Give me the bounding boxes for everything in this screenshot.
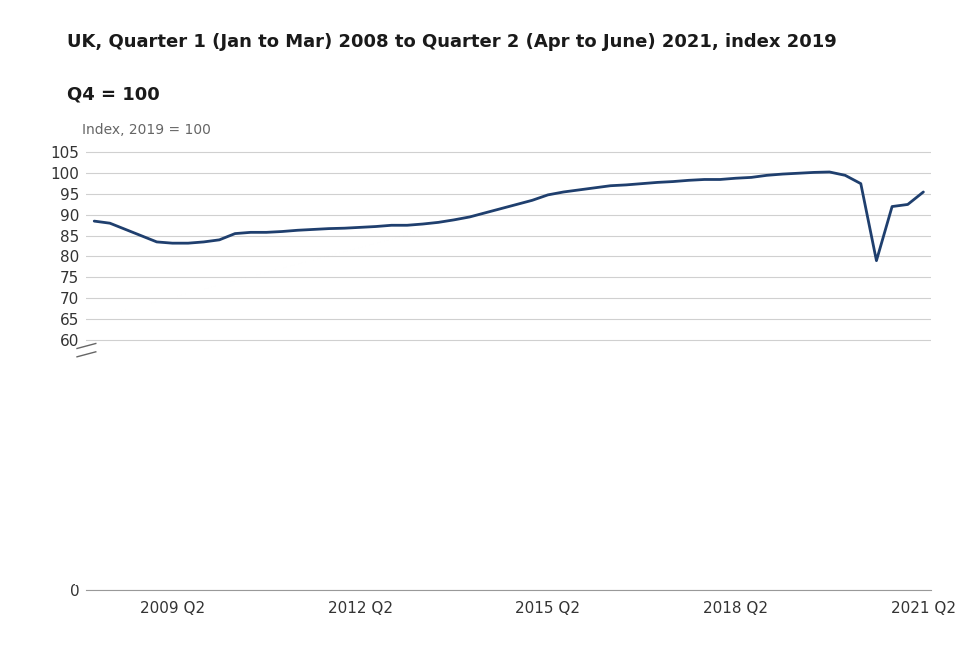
Text: Q4 = 100: Q4 = 100 (67, 85, 160, 103)
Bar (76, 356, 97, 586)
Text: Index, 2019 = 100: Index, 2019 = 100 (83, 123, 211, 138)
Text: UK, Quarter 1 (Jan to Mar) 2008 to Quarter 2 (Apr to June) 2021, index 2019: UK, Quarter 1 (Jan to Mar) 2008 to Quart… (67, 33, 837, 50)
